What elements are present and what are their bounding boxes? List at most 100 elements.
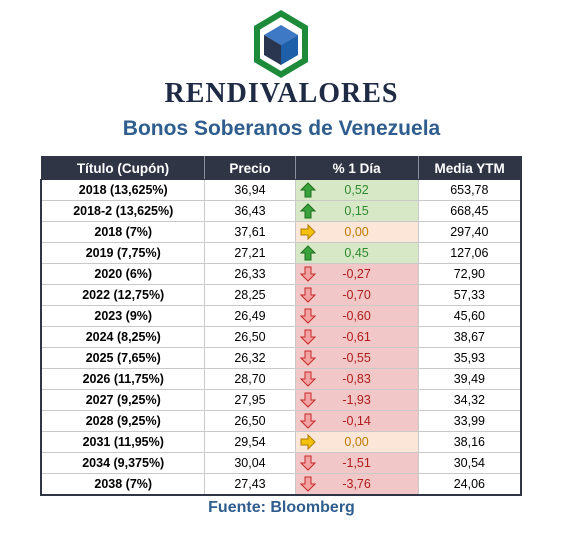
red-down-arrow-icon bbox=[299, 308, 316, 324]
cell-precio: 30,04 bbox=[204, 452, 296, 474]
cell-titulo: 2034 (9,375%) bbox=[40, 452, 206, 474]
cell-titulo: 2020 (6%) bbox=[40, 263, 206, 285]
red-down-arrow-icon bbox=[299, 455, 316, 471]
cell-cambio-value: -0,27 bbox=[342, 267, 371, 281]
cell-ytm: 297,40 bbox=[417, 221, 522, 243]
bonds-table: Título (Cupón) Precio % 1 Día Media YTM … bbox=[40, 156, 522, 496]
cell-cambio-value: -0,55 bbox=[342, 351, 371, 365]
cell-ytm: 45,60 bbox=[417, 305, 522, 327]
cell-titulo: 2024 (8,25%) bbox=[40, 326, 206, 348]
cell-precio: 26,32 bbox=[204, 347, 296, 369]
cell-titulo: 2018 (13,625%) bbox=[40, 179, 206, 201]
red-down-arrow-icon bbox=[299, 392, 316, 408]
header-ytm: Media YTM bbox=[417, 156, 522, 180]
cell-titulo: 2027 (9,25%) bbox=[40, 389, 206, 411]
yellow-right-arrow-icon bbox=[300, 224, 316, 240]
cell-titulo: 2031 (11,95%) bbox=[40, 431, 206, 453]
cell-cambio-value: -0,70 bbox=[342, 288, 371, 302]
cell-cambio-value: 0,52 bbox=[344, 183, 369, 197]
cell-precio: 26,50 bbox=[204, 410, 296, 432]
cell-ytm: 35,93 bbox=[417, 347, 522, 369]
cell-precio: 26,49 bbox=[204, 305, 296, 327]
cell-ytm: 127,06 bbox=[417, 242, 522, 264]
cell-cambio-value: 0,00 bbox=[344, 225, 369, 239]
table-row: 2020 (6%) 26,33 -0,27 72,90 bbox=[40, 263, 522, 285]
table-header-row: Título (Cupón) Precio % 1 Día Media YTM bbox=[40, 156, 522, 180]
cell-titulo: 2028 (9,25%) bbox=[40, 410, 206, 432]
green-up-arrow-icon bbox=[299, 245, 316, 261]
cell-ytm: 34,32 bbox=[417, 389, 522, 411]
cell-titulo: 2025 (7,65%) bbox=[40, 347, 206, 369]
cell-titulo: 2018-2 (13,625%) bbox=[40, 200, 206, 222]
cell-ytm: 38,67 bbox=[417, 326, 522, 348]
table-row: 2018 (7%) 37,61 0,00 297,40 bbox=[40, 221, 522, 243]
cell-cambio-value: -3,76 bbox=[342, 477, 371, 491]
cell-cambio: 0,00 bbox=[294, 431, 419, 453]
green-up-arrow-icon bbox=[299, 182, 316, 198]
cell-precio: 28,25 bbox=[204, 284, 296, 306]
cell-titulo: 2018 (7%) bbox=[40, 221, 206, 243]
page-title: Bonos Soberanos de Venezuela bbox=[122, 117, 441, 140]
cell-cambio: -0,83 bbox=[294, 368, 419, 390]
cell-cambio: 0,00 bbox=[294, 221, 419, 243]
table-row: 2023 (9%) 26,49 -0,60 45,60 bbox=[40, 305, 522, 327]
cell-titulo: 2026 (11,75%) bbox=[40, 368, 206, 390]
cell-cambio: -3,76 bbox=[294, 473, 419, 496]
cell-cambio: -0,61 bbox=[294, 326, 419, 348]
table-row: 2038 (7%) 27,43 -3,76 24,06 bbox=[40, 473, 522, 496]
red-down-arrow-icon bbox=[299, 350, 316, 366]
cell-ytm: 38,16 bbox=[417, 431, 522, 453]
cell-cambio: -0,27 bbox=[294, 263, 419, 285]
cell-ytm: 33,99 bbox=[417, 410, 522, 432]
cell-cambio-value: 0,15 bbox=[344, 204, 369, 218]
cell-ytm: 30,54 bbox=[417, 452, 522, 474]
header-cambio: % 1 Día bbox=[294, 156, 419, 180]
cell-ytm: 668,45 bbox=[417, 200, 522, 222]
table-row: 2018-2 (13,625%) 36,43 0,15 668,45 bbox=[40, 200, 522, 222]
cell-cambio-value: -0,60 bbox=[342, 309, 371, 323]
yellow-right-arrow-icon bbox=[300, 434, 316, 450]
table-row: 2018 (13,625%) 36,94 0,52 653,78 bbox=[40, 179, 522, 201]
table-row: 2027 (9,25%) 27,95 -1,93 34,32 bbox=[40, 389, 522, 411]
cell-cambio: -0,70 bbox=[294, 284, 419, 306]
cell-ytm: 57,33 bbox=[417, 284, 522, 306]
red-down-arrow-icon bbox=[299, 329, 316, 345]
cell-precio: 26,33 bbox=[204, 263, 296, 285]
cell-cambio-value: -1,51 bbox=[342, 456, 371, 470]
brand-name: RENDIVALORES bbox=[164, 78, 399, 109]
cell-cambio: -0,60 bbox=[294, 305, 419, 327]
header-precio: Precio bbox=[204, 156, 296, 180]
cell-ytm: 39,49 bbox=[417, 368, 522, 390]
table-row: 2034 (9,375%) 30,04 -1,51 30,54 bbox=[40, 452, 522, 474]
cell-precio: 36,94 bbox=[204, 179, 296, 201]
cell-cambio: 0,52 bbox=[294, 179, 419, 201]
cell-cambio-value: 0,45 bbox=[344, 246, 369, 260]
cell-precio: 27,21 bbox=[204, 242, 296, 264]
cell-cambio-value: 0,00 bbox=[344, 435, 369, 449]
cell-cambio: -0,55 bbox=[294, 347, 419, 369]
cell-precio: 37,61 bbox=[204, 221, 296, 243]
cell-cambio-value: -1,93 bbox=[342, 393, 371, 407]
table-row: 2026 (11,75%) 28,70 -0,83 39,49 bbox=[40, 368, 522, 390]
cell-cambio: 0,45 bbox=[294, 242, 419, 264]
table-row: 2028 (9,25%) 26,50 -0,14 33,99 bbox=[40, 410, 522, 432]
cell-titulo: 2022 (12,75%) bbox=[40, 284, 206, 306]
cell-titulo: 2023 (9%) bbox=[40, 305, 206, 327]
table-row: 2022 (12,75%) 28,25 -0,70 57,33 bbox=[40, 284, 522, 306]
table-row: 2031 (11,95%) 29,54 0,00 38,16 bbox=[40, 431, 522, 453]
red-down-arrow-icon bbox=[299, 266, 316, 282]
cell-precio: 36,43 bbox=[204, 200, 296, 222]
table-row: 2025 (7,65%) 26,32 -0,55 35,93 bbox=[40, 347, 522, 369]
cell-cambio: -0,14 bbox=[294, 410, 419, 432]
cell-precio: 28,70 bbox=[204, 368, 296, 390]
header-titulo: Título (Cupón) bbox=[40, 156, 206, 180]
cell-cambio: -1,51 bbox=[294, 452, 419, 474]
cell-cambio-value: -0,61 bbox=[342, 330, 371, 344]
red-down-arrow-icon bbox=[299, 287, 316, 303]
cell-precio: 29,54 bbox=[204, 431, 296, 453]
red-down-arrow-icon bbox=[299, 413, 316, 429]
cell-ytm: 653,78 bbox=[417, 179, 522, 201]
green-up-arrow-icon bbox=[299, 203, 316, 219]
cell-cambio: 0,15 bbox=[294, 200, 419, 222]
table-row: 2019 (7,75%) 27,21 0,45 127,06 bbox=[40, 242, 522, 264]
